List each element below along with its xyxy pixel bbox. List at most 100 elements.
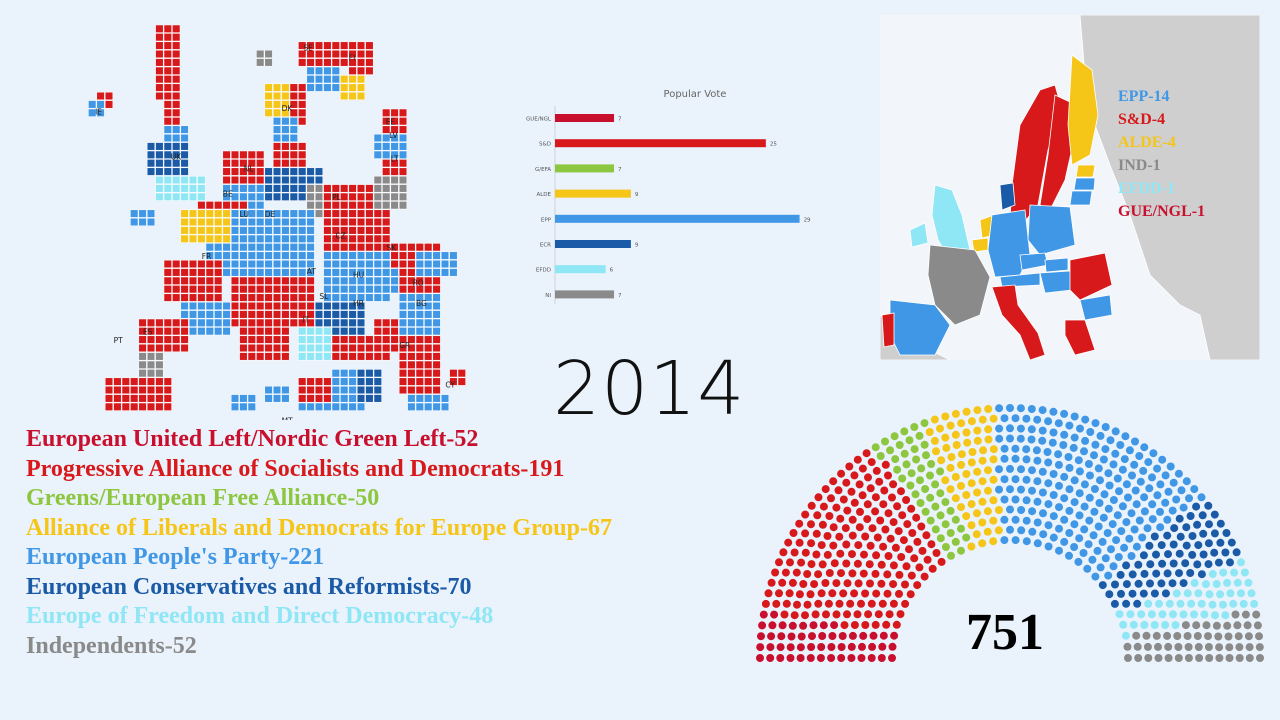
tile-seat bbox=[230, 318, 240, 327]
tile-seat bbox=[390, 285, 399, 294]
tile-seat bbox=[289, 259, 298, 269]
tile-seat bbox=[222, 268, 231, 277]
hemicycle-seat bbox=[1156, 507, 1164, 516]
hemicycle-seat bbox=[1088, 555, 1097, 564]
hemicycle-seat bbox=[1244, 632, 1253, 641]
hemicycle-seat bbox=[1156, 523, 1165, 532]
tile-seat bbox=[298, 41, 307, 50]
hemicycle-seat bbox=[1205, 590, 1214, 599]
hemicycle-seat bbox=[1192, 621, 1201, 630]
hemicycle-seat bbox=[766, 643, 775, 652]
tile-seat bbox=[398, 377, 408, 386]
hemicycle-seat bbox=[803, 600, 812, 609]
tile-seat bbox=[424, 327, 433, 336]
hemicycle-seat bbox=[895, 570, 904, 579]
tile-seat bbox=[331, 251, 340, 260]
hemicycle-seat bbox=[1038, 426, 1047, 435]
tile-seat bbox=[222, 301, 231, 311]
hemicycle-seat bbox=[1193, 520, 1202, 529]
tile-seat bbox=[163, 184, 172, 193]
hemicycle-seat bbox=[1121, 631, 1130, 640]
tile-seat bbox=[230, 276, 240, 285]
hemicycle-seat bbox=[1156, 480, 1165, 489]
tile-seat bbox=[390, 318, 399, 327]
tile-seat bbox=[314, 184, 324, 193]
hemicycle-seat bbox=[1182, 477, 1191, 486]
hemicycle-seat bbox=[946, 463, 955, 472]
tile-seat bbox=[356, 226, 366, 235]
tile-seat bbox=[272, 184, 282, 193]
hemicycle-seat bbox=[1204, 539, 1213, 548]
tile-seat bbox=[180, 150, 189, 159]
tile-seat bbox=[138, 335, 147, 344]
tile-seat bbox=[373, 285, 382, 294]
hemicycle-seat bbox=[1000, 454, 1009, 463]
tile-seat bbox=[289, 150, 298, 159]
tile-seat bbox=[205, 234, 214, 243]
hemicycle-seat bbox=[878, 642, 887, 651]
hemicycle-seat bbox=[811, 610, 820, 619]
hemicycle-seat bbox=[1096, 431, 1105, 440]
tile-seat bbox=[197, 217, 206, 227]
tile-seat bbox=[281, 259, 290, 269]
hemicycle-seat bbox=[840, 621, 849, 630]
tile-seat bbox=[323, 318, 332, 327]
tile-seat bbox=[331, 285, 340, 294]
tile-seat bbox=[146, 318, 156, 327]
hemicycle-seat bbox=[821, 579, 830, 587]
hemicycle-seat bbox=[1017, 485, 1025, 494]
hemicycle-seat bbox=[807, 539, 816, 548]
hemicycle-seat bbox=[828, 632, 837, 640]
tile-seat bbox=[289, 91, 298, 101]
tile-seat bbox=[197, 268, 206, 277]
hemicycle-seat bbox=[983, 507, 992, 516]
tile-seat bbox=[264, 209, 273, 218]
hemicycle-seat bbox=[788, 621, 797, 630]
hemicycle-seat bbox=[839, 495, 848, 504]
tile-seat bbox=[113, 377, 122, 386]
hemicycle-seat bbox=[1011, 454, 1020, 463]
tile-seat bbox=[172, 268, 181, 277]
hemicycle-seat bbox=[1080, 480, 1089, 489]
tile-seat bbox=[197, 226, 206, 235]
hemicycle-seat bbox=[957, 450, 966, 459]
tile-seat bbox=[247, 301, 256, 311]
tile-seat bbox=[247, 268, 256, 277]
hemicycle-seat bbox=[886, 446, 895, 455]
hemicycle-seat bbox=[903, 520, 912, 529]
tile-seat bbox=[264, 251, 273, 260]
country-code-pl: PL bbox=[332, 193, 342, 202]
tile-seat bbox=[172, 276, 181, 285]
tile-seat bbox=[390, 201, 399, 210]
tile-seat bbox=[272, 133, 282, 143]
hemicycle-seat bbox=[828, 589, 837, 598]
tile-seat bbox=[172, 327, 181, 336]
hemicycle-seat bbox=[984, 425, 993, 434]
tile-seat bbox=[356, 209, 366, 218]
hemicycle-seat bbox=[942, 443, 951, 452]
tile-seat bbox=[424, 318, 433, 327]
tile-seat bbox=[239, 251, 248, 260]
tile-seat bbox=[398, 259, 408, 269]
hemicycle-seat bbox=[1212, 580, 1221, 588]
tile-seat bbox=[222, 150, 231, 159]
hemicycle-seat bbox=[888, 493, 896, 502]
tile-seat bbox=[205, 285, 214, 294]
hemicycle-seat bbox=[1190, 610, 1198, 619]
tile-seat bbox=[398, 117, 408, 126]
hemicycle-seat bbox=[1120, 455, 1129, 464]
map-legend-item: GUE/NGL-1 bbox=[1118, 203, 1205, 220]
tile-seat bbox=[331, 234, 340, 243]
hemicycle-seat bbox=[806, 654, 815, 662]
tile-seat bbox=[348, 226, 357, 235]
hemicycle-seat bbox=[772, 599, 781, 608]
tile-seat bbox=[180, 318, 189, 327]
tile-seat bbox=[180, 285, 189, 294]
tile-seat bbox=[331, 293, 340, 302]
hemicycle-seat bbox=[1154, 642, 1162, 651]
tile-seat bbox=[163, 75, 172, 84]
tile-seat bbox=[298, 310, 307, 319]
hemicycle-seat bbox=[902, 460, 911, 469]
tile-seat bbox=[314, 201, 324, 210]
hemicycle-seat bbox=[921, 507, 930, 516]
